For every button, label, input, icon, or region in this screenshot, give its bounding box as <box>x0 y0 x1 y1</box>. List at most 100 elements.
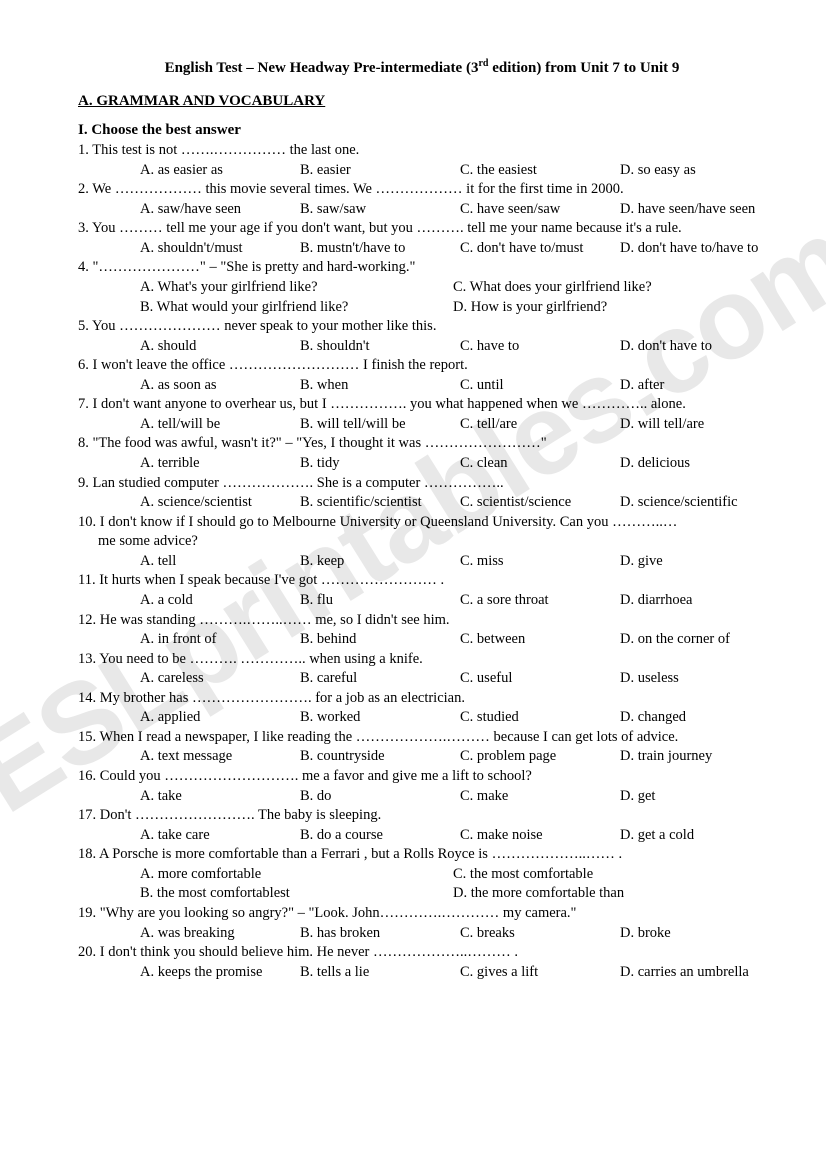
option: A. tell/will be <box>140 415 300 435</box>
option: C. the most comfortable <box>453 865 766 885</box>
option: D. get <box>620 787 780 807</box>
option: D. so easy as <box>620 161 780 181</box>
question-text: 4. "…………………" – "She is pretty and hard-w… <box>78 258 766 278</box>
options-row: A. keeps the promiseB. tells a lieC. giv… <box>78 963 766 983</box>
option: B. careful <box>300 669 460 689</box>
option: C. scientist/science <box>460 493 620 513</box>
question-3: 3. You ……… tell me your age if you don't… <box>78 219 766 258</box>
option: B. countryside <box>300 747 460 767</box>
question-text: 17. Don't ……………………. The baby is sleeping… <box>78 806 766 826</box>
options-row: A. was breakingB. has brokenC. breaksD. … <box>78 924 766 944</box>
option: B. saw/saw <box>300 200 460 220</box>
option: B. behind <box>300 630 460 650</box>
question-text: 9. Lan studied computer ………………. She is a… <box>78 474 766 494</box>
option: D. How is your girlfriend? <box>453 298 766 318</box>
question-6: 6. I won't leave the office ……………………… I … <box>78 356 766 395</box>
option: A. terrible <box>140 454 300 474</box>
options-row: A. as easier asB. easierC. the easiestD.… <box>78 161 766 181</box>
option: C. gives a lift <box>460 963 620 983</box>
question-11: 11. It hurts when I speak because I've g… <box>78 571 766 610</box>
option: D. the more comfortable than <box>453 884 766 904</box>
question-18: 18. A Porsche is more comfortable than a… <box>78 845 766 904</box>
option: A. science/scientist <box>140 493 300 513</box>
options-row: A. tell/will beB. will tell/will beC. te… <box>78 415 766 435</box>
title-suffix: edition) from Unit 7 to Unit 9 <box>488 60 679 76</box>
question-text: 16. Could you ………………………. me a favor and … <box>78 767 766 787</box>
option: C. a sore throat <box>460 591 620 611</box>
question-15: 15. When I read a newspaper, I like read… <box>78 728 766 767</box>
option: D. don't have to <box>620 337 780 357</box>
option: D. delicious <box>620 454 780 474</box>
option: A. take care <box>140 826 300 846</box>
question-19: 19. "Why are you looking so angry?" – "L… <box>78 904 766 943</box>
options-row: A. shouldn't/mustB. mustn't/have toC. do… <box>78 239 766 259</box>
option: C. What does your girlfriend like? <box>453 278 766 298</box>
options-row: A. carelessB. carefulC. usefulD. useless <box>78 669 766 689</box>
option: D. get a cold <box>620 826 780 846</box>
question-text: 1. This test is not …….…………… the last on… <box>78 141 766 161</box>
options-row: A. text messageB. countrysideC. problem … <box>78 747 766 767</box>
options-row: A. takeB. doC. makeD. get <box>78 787 766 807</box>
option: B. mustn't/have to <box>300 239 460 259</box>
question-text: 11. It hurts when I speak because I've g… <box>78 571 766 591</box>
option: B. What would your girlfriend like? <box>140 298 453 318</box>
question-text: 18. A Porsche is more comfortable than a… <box>78 845 766 865</box>
question-text: 15. When I read a newspaper, I like read… <box>78 728 766 748</box>
option: C. have seen/saw <box>460 200 620 220</box>
option: D. after <box>620 376 780 396</box>
option: C. until <box>460 376 620 396</box>
option: A. in front of <box>140 630 300 650</box>
option: A. should <box>140 337 300 357</box>
question-text: 6. I won't leave the office ……………………… I … <box>78 356 766 376</box>
question-text: 20. I don't think you should believe him… <box>78 943 766 963</box>
option: C. don't have to/must <box>460 239 620 259</box>
option: A. careless <box>140 669 300 689</box>
title-superscript: rd <box>478 58 488 69</box>
option: A. shouldn't/must <box>140 239 300 259</box>
option: B. shouldn't <box>300 337 460 357</box>
options-row: A. science/scientistB. scientific/scient… <box>78 493 766 513</box>
page-title: English Test – New Headway Pre-intermedi… <box>78 58 766 77</box>
option: C. breaks <box>460 924 620 944</box>
option: B. the most comfortablest <box>140 884 453 904</box>
option: A. a cold <box>140 591 300 611</box>
option: C. miss <box>460 552 620 572</box>
question-text: 14. My brother has ……………………. for a job a… <box>78 689 766 709</box>
option: B. easier <box>300 161 460 181</box>
options-row: A. as soon asB. whenC. untilD. after <box>78 376 766 396</box>
option: C. make <box>460 787 620 807</box>
option: C. have to <box>460 337 620 357</box>
option: A. text message <box>140 747 300 767</box>
question-16: 16. Could you ………………………. me a favor and … <box>78 767 766 806</box>
options-row: A. What's your girlfriend like?C. What d… <box>78 278 766 317</box>
option: C. between <box>460 630 620 650</box>
worksheet-page: English Test – New Headway Pre-intermedi… <box>0 0 826 1032</box>
option: A. take <box>140 787 300 807</box>
question-text: 13. You need to be ………. ………….. when usin… <box>78 650 766 670</box>
option: B. will tell/will be <box>300 415 460 435</box>
options-row: A. more comfortableC. the most comfortab… <box>78 865 766 904</box>
option: C. the easiest <box>460 161 620 181</box>
option: A. applied <box>140 708 300 728</box>
option: B. worked <box>300 708 460 728</box>
option: A. as easier as <box>140 161 300 181</box>
option: C. make noise <box>460 826 620 846</box>
option: A. tell <box>140 552 300 572</box>
option: B. do a course <box>300 826 460 846</box>
option: D. changed <box>620 708 780 728</box>
section-heading: A. GRAMMAR AND VOCABULARY <box>78 93 766 110</box>
question-14: 14. My brother has ……………………. for a job a… <box>78 689 766 728</box>
option: D. have seen/have seen <box>620 200 780 220</box>
option: D. science/scientific <box>620 493 780 513</box>
options-row: A. tellB. keepC. missD. give <box>78 552 766 572</box>
option: B. flu <box>300 591 460 611</box>
option: B. scientific/scientist <box>300 493 460 513</box>
option: C. studied <box>460 708 620 728</box>
question-12: 12. He was standing ……….……..…… me, so I … <box>78 611 766 650</box>
option: D. broke <box>620 924 780 944</box>
option: D. give <box>620 552 780 572</box>
option: D. diarrhoea <box>620 591 780 611</box>
question-7: 7. I don't want anyone to overhear us, b… <box>78 395 766 434</box>
options-row: A. in front ofB. behindC. betweenD. on t… <box>78 630 766 650</box>
question-13: 13. You need to be ………. ………….. when usin… <box>78 650 766 689</box>
